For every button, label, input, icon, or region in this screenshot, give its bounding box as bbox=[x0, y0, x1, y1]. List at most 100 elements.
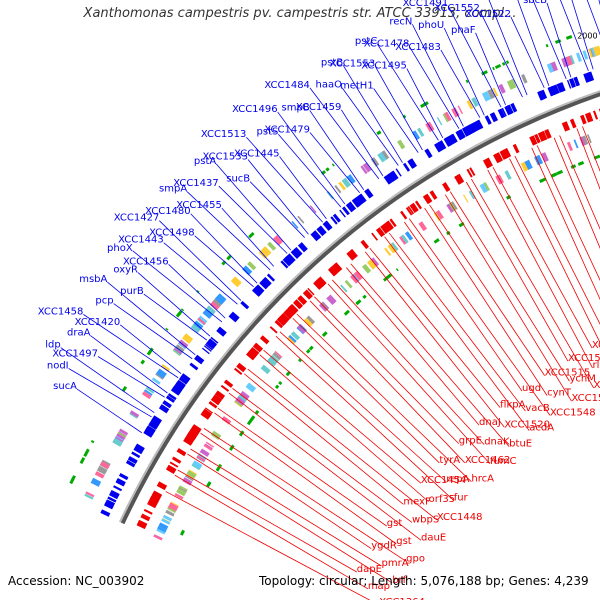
forward-gene-label: XCC1437 bbox=[173, 178, 219, 189]
label-leader-line bbox=[408, 218, 551, 416]
label-leader-line bbox=[215, 163, 292, 251]
forward-gene-label: purB bbox=[120, 286, 144, 297]
feature-segment bbox=[165, 464, 177, 474]
label-leader-line bbox=[243, 373, 404, 505]
forward-gene-label: XCC1480 bbox=[145, 206, 191, 217]
reverse-gene-label: XCC1518 bbox=[568, 353, 600, 364]
label-leader-line bbox=[190, 213, 258, 284]
feature-segment bbox=[521, 74, 528, 84]
feature-segment bbox=[386, 220, 394, 230]
accession-label: Accession: NC_003902 bbox=[8, 574, 145, 588]
feature-segment bbox=[83, 449, 90, 457]
feature-segment bbox=[144, 389, 153, 396]
label-leader-line bbox=[113, 303, 193, 360]
forward-gene-label: pstB bbox=[321, 57, 343, 68]
feature-segment bbox=[297, 295, 307, 306]
feature-segment bbox=[384, 247, 392, 257]
feature-segment bbox=[433, 238, 440, 244]
forward-gene-label: XCC1420 bbox=[75, 317, 121, 328]
feature-segment bbox=[221, 260, 227, 266]
feature-segment bbox=[448, 134, 457, 145]
reverse-gene-label: gst bbox=[396, 536, 412, 547]
label-leader-line bbox=[576, 128, 600, 191]
feature-segment bbox=[309, 205, 317, 214]
label-leader-line bbox=[194, 235, 254, 288]
label-leader-line bbox=[217, 407, 388, 527]
feature-segment bbox=[442, 182, 451, 192]
reverse-gene-label: flkpA bbox=[500, 400, 525, 411]
feature-segment bbox=[156, 368, 167, 379]
feature-segment bbox=[178, 339, 189, 349]
feature-segment bbox=[412, 130, 421, 140]
label-leader-line bbox=[406, 68, 444, 139]
label-leader-line bbox=[275, 335, 454, 501]
feature-segment bbox=[389, 218, 397, 228]
feature-segment bbox=[179, 529, 185, 536]
feature-segment bbox=[545, 43, 549, 48]
label-leader-line bbox=[341, 109, 384, 177]
feature-segment bbox=[280, 260, 289, 269]
label-leader-line bbox=[119, 324, 182, 375]
label-leader-line bbox=[203, 428, 407, 562]
feature-segment bbox=[174, 492, 184, 500]
feature-segment bbox=[332, 213, 341, 223]
feature-segment bbox=[551, 85, 557, 95]
feature-segment bbox=[540, 152, 549, 163]
feature-segment bbox=[387, 243, 397, 254]
feature-segment bbox=[362, 294, 367, 299]
label-leader-line bbox=[214, 412, 397, 545]
feature-segment bbox=[158, 522, 169, 531]
feature-segment bbox=[462, 194, 469, 203]
feature-segment bbox=[236, 362, 247, 373]
feature-segment bbox=[260, 364, 271, 375]
feature-segment bbox=[96, 465, 108, 475]
feature-segment bbox=[410, 158, 418, 168]
feature-segment bbox=[288, 305, 298, 315]
feature-segment bbox=[290, 249, 301, 259]
label-leader-line bbox=[168, 264, 226, 319]
reverse-gene-label: rlmL bbox=[592, 360, 600, 371]
reverse-gene-label: brf bbox=[392, 575, 406, 586]
feature-segment bbox=[417, 127, 425, 137]
feature-segment bbox=[320, 170, 327, 176]
feature-segment bbox=[186, 432, 196, 440]
label-leader-line bbox=[559, 0, 589, 72]
feature-segment bbox=[573, 76, 580, 87]
forward-gene-label: XCC1495 bbox=[361, 61, 407, 72]
label-leader-line bbox=[546, 2, 572, 78]
feature-segment bbox=[109, 490, 120, 500]
feature-segment bbox=[588, 48, 593, 58]
feature-segment bbox=[285, 370, 292, 377]
feature-segment bbox=[471, 97, 479, 107]
feature-segment bbox=[165, 395, 176, 403]
feature-segment bbox=[405, 207, 413, 216]
label-leader-line bbox=[186, 191, 271, 271]
label-leader-line bbox=[346, 267, 480, 426]
feature-segment bbox=[424, 149, 432, 159]
feature-segment bbox=[457, 105, 464, 115]
reverse-gene-label: XCC1462 bbox=[465, 455, 511, 466]
label-leader-line bbox=[479, 10, 523, 98]
feature-segment bbox=[307, 287, 315, 296]
feature-segment bbox=[183, 437, 194, 446]
feature-segment bbox=[283, 256, 293, 266]
feature-segment bbox=[380, 223, 390, 234]
feature-segment bbox=[321, 331, 328, 338]
feature-segment bbox=[192, 460, 203, 469]
label-leader-line bbox=[536, 145, 600, 281]
feature-segment bbox=[409, 202, 419, 214]
forward-gene-label: metH1 bbox=[340, 81, 374, 92]
feature-segment bbox=[168, 502, 179, 512]
label-leader-line bbox=[341, 87, 399, 166]
feature-segment bbox=[338, 181, 346, 191]
forward-gene-label: phaF bbox=[451, 25, 476, 36]
label-leader-line bbox=[559, 135, 600, 230]
feature-segment bbox=[446, 203, 454, 213]
feature-segment bbox=[297, 325, 306, 334]
feature-segment bbox=[274, 319, 284, 329]
feature-segment bbox=[418, 221, 428, 232]
feature-segment bbox=[143, 508, 153, 515]
reverse-gene-label: XCC1520 bbox=[504, 419, 550, 430]
feature-segment bbox=[157, 526, 167, 533]
